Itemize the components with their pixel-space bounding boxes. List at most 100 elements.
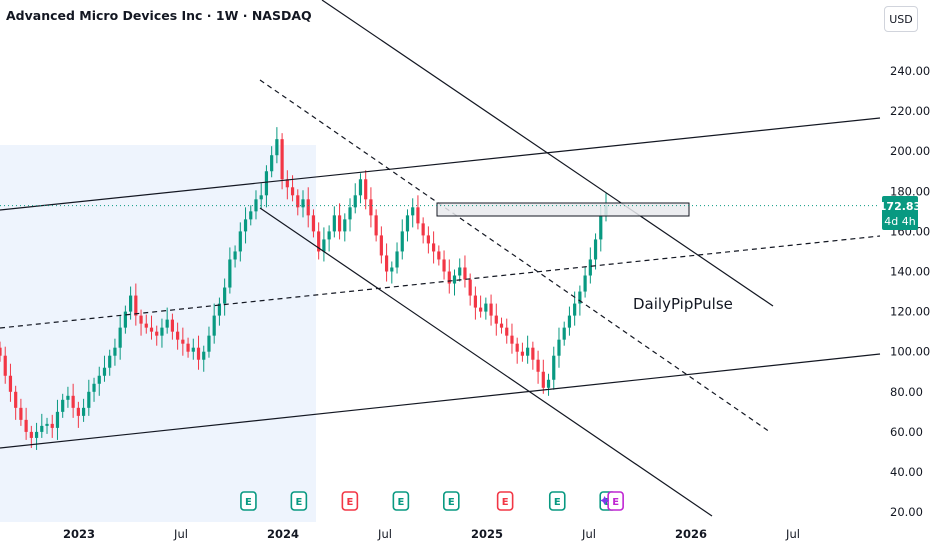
candle [97, 366, 101, 396]
candle [473, 286, 477, 320]
candle [270, 146, 274, 178]
candle [520, 342, 525, 362]
candle [499, 317, 504, 334]
candle [567, 306, 572, 336]
candle [353, 183, 357, 214]
candle [129, 286, 133, 320]
candle [379, 226, 383, 264]
time-axis[interactable]: 2023 Jul 2024 Jul 2025 Jul 2026 Jul [63, 527, 800, 541]
candle [285, 170, 289, 200]
y-tick-label: 120.00 [890, 305, 930, 319]
candle [202, 345, 206, 372]
chart-title: Advanced Micro Devices Inc · 1W · NASDAQ [6, 8, 312, 23]
candle [489, 294, 493, 326]
earnings-event-icon[interactable]: E [600, 491, 624, 511]
earnings-events[interactable]: EEEEEEEEE [240, 491, 624, 511]
candle [34, 422, 39, 450]
price-axis[interactable]: 240.00220.00200.00180.00160.00140.00120.… [890, 64, 930, 519]
candle [233, 245, 237, 268]
candle [191, 338, 195, 360]
candle [343, 213, 347, 242]
candle [458, 258, 462, 282]
svg-text:E: E [448, 497, 455, 508]
candles-layer [0, 127, 608, 450]
earnings-event-icon[interactable]: E [341, 491, 359, 511]
candle [327, 225, 331, 252]
candle [259, 183, 263, 210]
candle [588, 247, 592, 284]
candle [452, 269, 457, 296]
candle [249, 205, 253, 226]
candle [217, 297, 222, 326]
candle [531, 341, 535, 370]
candle [364, 170, 368, 210]
candle [243, 207, 248, 244]
earnings-event-icon[interactable]: E [442, 491, 460, 511]
candle [546, 373, 551, 396]
candle [223, 278, 227, 316]
candle [170, 313, 174, 340]
svg-text:E: E [295, 497, 302, 508]
x-tick-label: Jul [377, 527, 392, 541]
candle [510, 323, 514, 354]
x-tick-label: Jul [173, 527, 188, 541]
candle [358, 173, 363, 204]
earnings-event-icon[interactable]: E [240, 491, 257, 511]
candle [494, 303, 498, 336]
resistance-box [436, 202, 690, 217]
currency-button[interactable]: USD [884, 6, 918, 32]
candle [275, 127, 279, 164]
candle [165, 307, 169, 334]
candle [332, 206, 336, 238]
candle [14, 385, 18, 420]
y-tick-label: 20.00 [890, 505, 923, 519]
candle [411, 198, 415, 228]
candle [264, 165, 269, 208]
candle [557, 327, 561, 368]
candle [160, 318, 164, 348]
candle [562, 321, 566, 346]
candle [181, 327, 185, 356]
mid-channel-dashed-line [0, 235, 881, 329]
candle [155, 325, 159, 346]
candle [66, 386, 70, 408]
candle [113, 338, 117, 366]
candle [505, 318, 509, 344]
candle [426, 226, 430, 254]
price-label-countdown: 4d 4h [884, 215, 915, 228]
candle [118, 315, 122, 360]
candle [301, 190, 305, 218]
trend-drawings[interactable] [0, 0, 881, 517]
desc-channel-lower [259, 207, 713, 517]
earnings-event-icon[interactable]: E [290, 491, 308, 511]
candle [149, 315, 154, 340]
x-tick-label: 2024 [267, 527, 299, 541]
svg-text:E: E [612, 497, 619, 508]
x-tick-label: Jul [785, 527, 800, 541]
candle [238, 222, 242, 262]
candle [24, 407, 28, 440]
y-tick-label: 60.00 [890, 425, 923, 439]
candle [421, 217, 425, 244]
candle [317, 222, 321, 260]
candle [40, 413, 44, 438]
candle [395, 242, 399, 274]
candle [102, 355, 107, 382]
candle [207, 326, 211, 358]
x-tick-label: 2026 [675, 527, 707, 541]
desc-channel-dashed [259, 79, 771, 433]
candle [108, 349, 112, 376]
candle [526, 335, 530, 364]
candle [123, 305, 127, 334]
candle [76, 401, 80, 428]
candle [369, 187, 373, 228]
candle [416, 195, 420, 230]
earnings-event-icon[interactable]: E [392, 491, 410, 511]
earnings-event-icon[interactable]: E [496, 491, 514, 511]
candle [552, 346, 556, 390]
earnings-event-icon[interactable]: E [548, 491, 566, 511]
candle [348, 198, 352, 232]
y-tick-label: 40.00 [890, 465, 923, 479]
